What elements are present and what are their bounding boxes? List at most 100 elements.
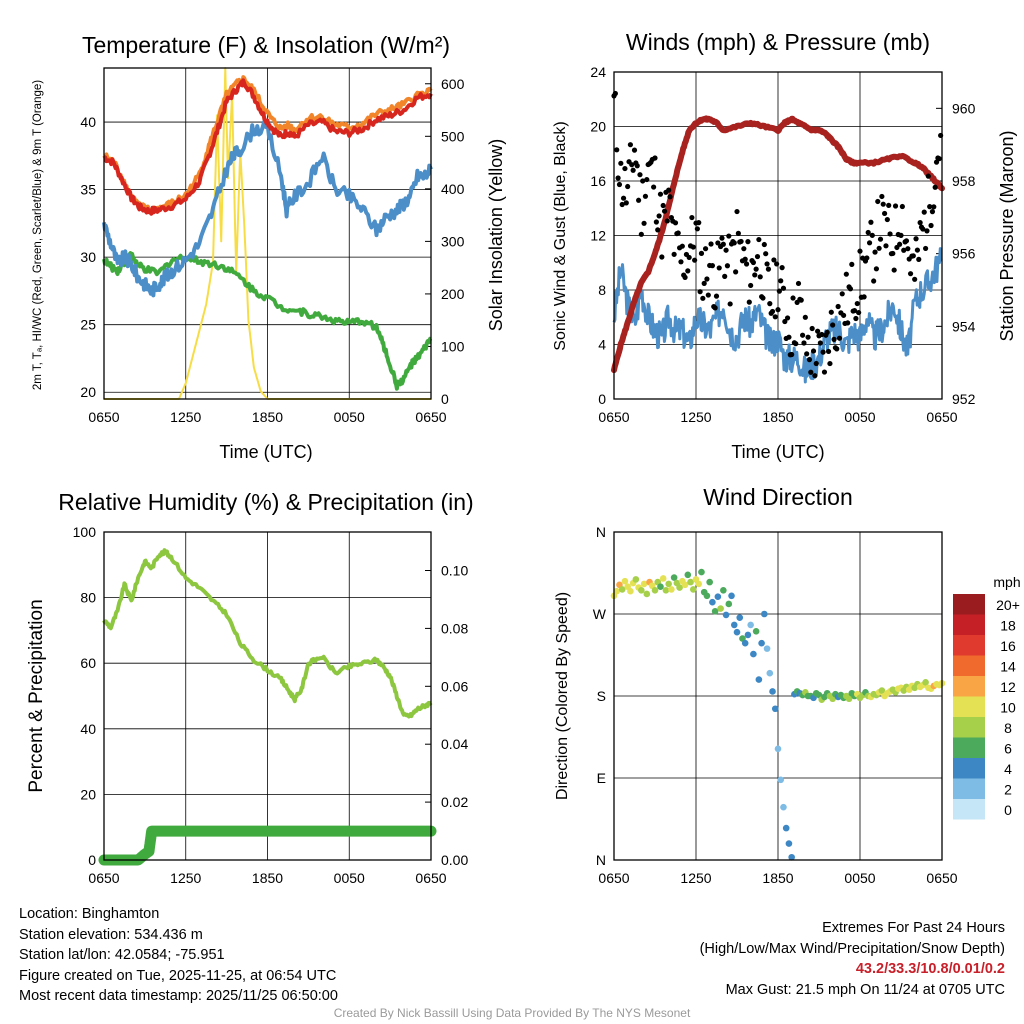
- winds-xlabel: Time (UTC): [731, 442, 824, 462]
- gust-point: [660, 202, 666, 209]
- gust-point: [815, 328, 821, 334]
- colorbar-swatch: [953, 717, 985, 738]
- y-tick-label: 60: [80, 655, 96, 671]
- gust-point: [774, 261, 780, 267]
- winds-panel: Winds (mph) & Pressure (mb) Sonic Wind &…: [552, 29, 1017, 462]
- y2-tick-label: 0.02: [441, 794, 468, 810]
- direction-point: [681, 581, 689, 589]
- gust-point: [629, 162, 635, 168]
- gust-point: [825, 348, 832, 355]
- y2-tick-label: 300: [441, 233, 465, 249]
- gust-point: [877, 236, 884, 242]
- direction-point: [878, 687, 886, 694]
- direction-point: [717, 605, 724, 612]
- gust-point: [854, 300, 860, 307]
- gust-point: [927, 204, 933, 210]
- gust-point: [754, 253, 761, 260]
- gust-point: [808, 369, 814, 375]
- winds-ylabel-right: Station Pressure (Maroon): [997, 130, 1017, 341]
- gust-point: [865, 229, 871, 236]
- direction-point: [659, 575, 667, 582]
- gust-point: [640, 178, 646, 184]
- gust-point: [712, 305, 718, 311]
- y-tick-label: 8: [598, 282, 606, 298]
- gust-point: [789, 351, 795, 358]
- gust-point: [745, 239, 751, 245]
- gust-point: [779, 265, 785, 271]
- gust-point: [868, 219, 874, 225]
- x-tick-label: 0650: [598, 409, 629, 425]
- gust-point: [723, 247, 729, 253]
- rh-line: [102, 548, 433, 719]
- direction-point: [714, 593, 722, 600]
- direction-point: [618, 586, 626, 593]
- gust-point: [804, 351, 810, 357]
- gust-point: [696, 220, 702, 226]
- gust-point: [780, 285, 787, 291]
- humidity-panel: Relative Humidity (%) & Precipitation (i…: [26, 489, 474, 886]
- y2-tick-label: 954: [952, 318, 976, 334]
- gust-point: [901, 247, 907, 253]
- gust-point: [753, 266, 759, 272]
- direction-point: [758, 639, 765, 647]
- gust-point: [834, 346, 840, 352]
- colorbar-title: mph: [993, 574, 1020, 590]
- gust-point: [809, 325, 815, 332]
- colorbar-label: 8: [1004, 720, 1012, 736]
- speed-colorbar: 20+ 18 16 14 12 10 8 6 4 2 0: [953, 594, 1020, 820]
- gust-point: [790, 295, 796, 301]
- gust-point: [857, 248, 863, 254]
- gust-point: [709, 263, 716, 269]
- station-info: Location: Binghamton Station elevation: …: [19, 904, 338, 1007]
- gust-point: [701, 280, 707, 286]
- y2-tick-label: 0.06: [441, 678, 468, 694]
- temperature-ylabel-right: Solar Insolation (Yellow): [486, 139, 506, 331]
- colorbar-label: 4: [1004, 761, 1012, 777]
- gust-point: [678, 259, 684, 265]
- figure: Temperature (F) & Insolation (W/m²) 2m T…: [26, 29, 1021, 886]
- gust-point: [622, 165, 628, 172]
- direction-point: [640, 580, 648, 588]
- direction-point: [777, 776, 785, 784]
- temperature-ylabel-left: 2m T, Tₐ, HI/WC (Red, Green, Scarlet/Blu…: [32, 80, 44, 390]
- y2-tick-label: 200: [441, 286, 465, 302]
- gust-point: [905, 246, 911, 252]
- y2-tick-label: 500: [441, 128, 465, 144]
- gust-point: [914, 247, 921, 253]
- direction-point: [676, 584, 683, 591]
- gust-point: [892, 203, 899, 209]
- direction-point: [632, 576, 640, 583]
- gust-point: [897, 241, 903, 247]
- gust-point: [784, 315, 791, 321]
- x-tick-label: 1250: [680, 409, 711, 425]
- gust-point: [830, 322, 836, 328]
- gust-point: [614, 147, 620, 153]
- gust-point: [667, 194, 673, 200]
- gust-point: [936, 156, 942, 162]
- colorbar-label: 14: [1000, 659, 1016, 675]
- x-tick-label: 1850: [252, 409, 283, 425]
- colorbar-swatch: [953, 737, 985, 758]
- x-tick-label: 1250: [170, 870, 201, 886]
- direction-point: [769, 688, 776, 695]
- y-tick-label: 0: [598, 391, 606, 407]
- gust-point: [655, 227, 661, 233]
- gust-point: [653, 219, 659, 225]
- y2-tick-label: 960: [952, 100, 976, 116]
- gust-point: [636, 197, 642, 203]
- x-tick-label: 1850: [762, 870, 793, 886]
- y-tick-label: 12: [590, 228, 606, 244]
- series-line-0: [103, 78, 433, 216]
- gust-point: [886, 202, 892, 208]
- x-tick-label: 0050: [334, 870, 365, 886]
- gust-point: [887, 231, 893, 237]
- direction-point: [689, 586, 697, 593]
- y-tick-label: 20: [80, 786, 96, 802]
- gust-point: [771, 257, 777, 263]
- gust-point: [806, 357, 813, 363]
- gust-point: [742, 256, 748, 262]
- gust-point: [735, 230, 741, 236]
- gust-point: [664, 218, 670, 224]
- direction-point: [613, 587, 621, 595]
- direction-point: [684, 571, 692, 579]
